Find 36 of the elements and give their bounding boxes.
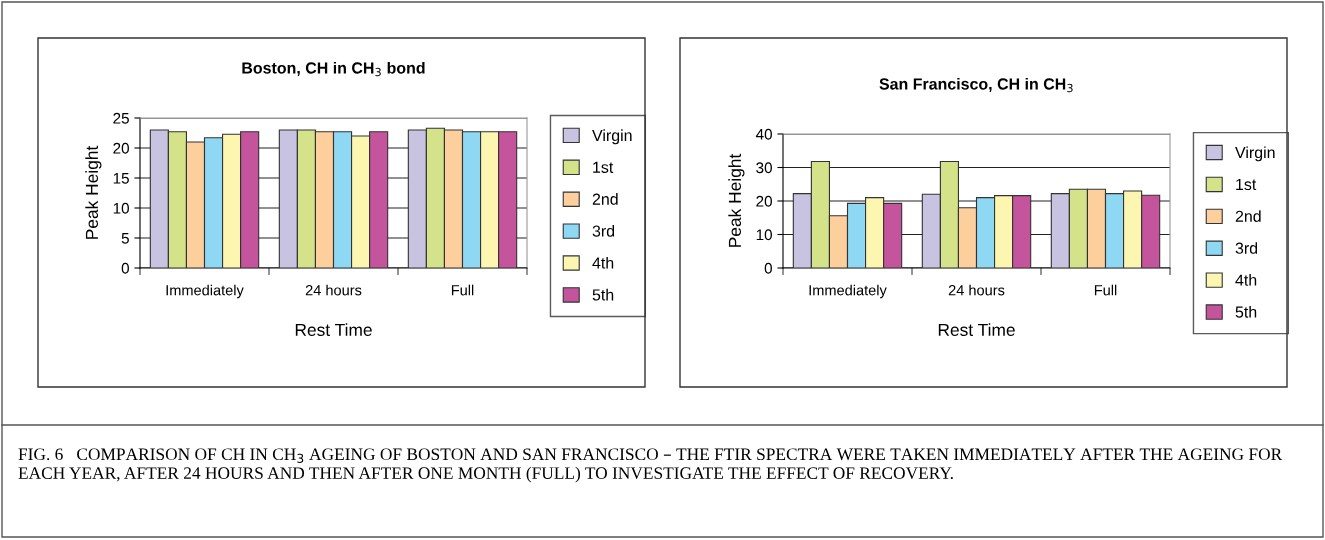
y-axis-title: Peak Height: [85, 145, 102, 239]
chart-title: Boston, CH in CH$_{3}$ bond: [242, 61, 425, 77]
x-tick-label: Immediately: [166, 284, 244, 299]
legend-label: 5th: [1235, 305, 1257, 318]
x-tick-label: Full: [451, 284, 474, 296]
x-tick-label: 24 hours: [305, 284, 362, 296]
y-tick-label: 30: [756, 162, 772, 174]
y-tick-label: 0: [121, 262, 129, 274]
legend-label: 5th: [592, 288, 614, 301]
caption: FIG. 6 COMPARISON OF CH IN CH$_{3}$ AGEING OF BOSTON AND SAN FRANCISCO – THE FTIR SPECTRA WERE TAKEN IMMEDIATELY AFTER THE AGEING FOR EACH YEAR, AFTER 24 HOURS AND THEN AFTER ONE MONTH (FULL) TO INVESTIGATE THE EFFECT OF RECOVERY.: [18, 448, 1283, 483]
x-tick-label: Immediately: [809, 284, 887, 299]
y-tick-label: 5: [121, 233, 129, 244]
y-tick-label: 15: [113, 173, 129, 184]
x-axis-title: Rest Time: [938, 323, 1015, 337]
legend-label: 1st: [593, 161, 614, 173]
y-tick-label: 0: [764, 262, 772, 274]
legend-label: 4th: [592, 256, 614, 269]
legend-label: Virgin: [592, 129, 632, 145]
x-axis-title: Rest Time: [295, 323, 372, 337]
x-tick-label: 24 hours: [948, 284, 1005, 296]
legend-label: 3rd: [592, 225, 615, 237]
legend-label: 2nd: [1235, 210, 1261, 222]
legend-label: Virgin: [1235, 146, 1275, 162]
legend-label: 4th: [1235, 274, 1257, 286]
y-tick-label: 10: [113, 202, 129, 214]
legend-label: 3rd: [1235, 242, 1258, 254]
x-tick-label: Full: [1094, 284, 1117, 296]
y-axis-title: Peak Height: [728, 153, 745, 247]
y-tick-label: 40: [755, 128, 772, 140]
y-tick-label: 20: [113, 142, 129, 154]
legend-label: 1st: [1236, 178, 1257, 191]
y-tick-label: 20: [756, 195, 772, 207]
y-tick-label: 25: [113, 112, 129, 124]
y-tick-label: 10: [756, 229, 772, 241]
chart-title: San Francisco, CH in CH$_{3}$: [879, 77, 1073, 93]
legend-label: 2nd: [592, 193, 618, 205]
